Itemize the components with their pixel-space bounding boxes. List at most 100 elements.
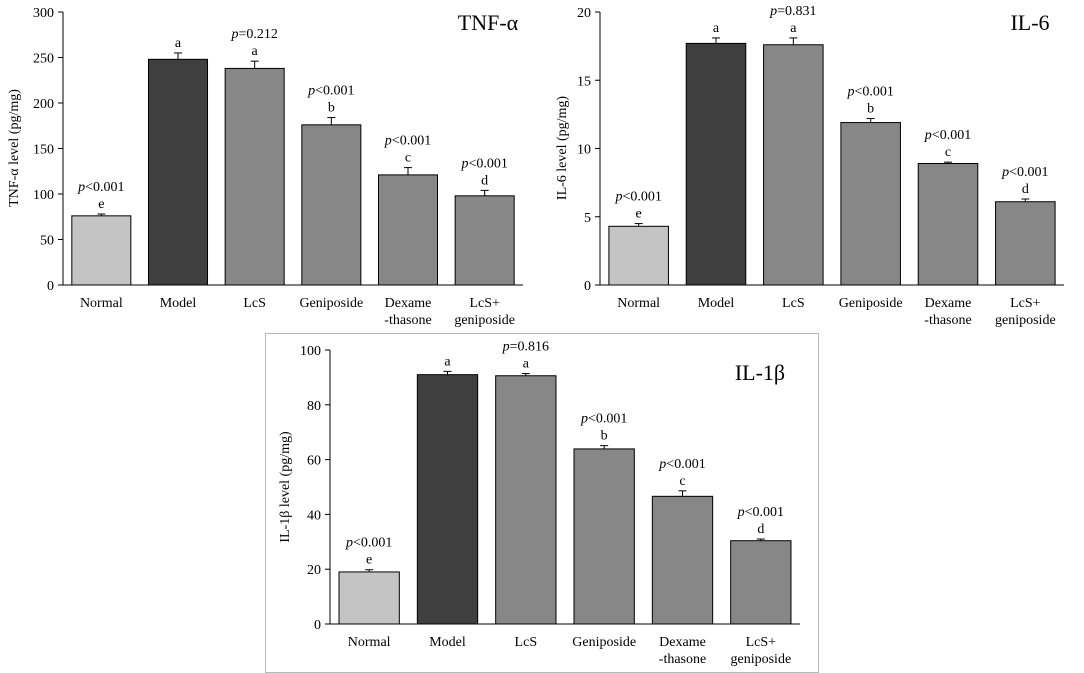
tnf-y-tick-label: 250 (33, 52, 54, 67)
il1b-bar (416, 374, 479, 625)
il1b-y-axis-label: IL-1β level (pg/mg) (278, 431, 293, 543)
il6-y-tick-label: 15 (577, 74, 591, 89)
tnf-p-value: <0.001 (392, 134, 431, 149)
il1b-y-tick-label: 20 (307, 563, 321, 578)
il1b-p-value: <0.001 (666, 457, 705, 472)
tnf-p-value: <0.001 (468, 156, 507, 171)
tnf-significance-letter: a (252, 44, 259, 59)
il6-chart-title: IL-6 (1010, 10, 1049, 35)
il1b-category-label: Geniposide (572, 635, 636, 650)
il1b-significance-letter: d (757, 522, 764, 537)
il1b-p-value: <0.001 (745, 505, 784, 520)
tnf-significance-letter: d (481, 173, 488, 188)
tnf-chart-title: TNF-α (458, 10, 519, 35)
il1b-significance-letter: a (523, 357, 530, 372)
il6-p-value: <0.001 (932, 128, 971, 143)
tnf-category-label: Normal (80, 296, 123, 311)
il6-p-symbol: p (1001, 165, 1009, 180)
il6-bar (608, 225, 669, 286)
il6-category-label: Normal (617, 296, 660, 311)
il6-p-symbol: p (924, 128, 932, 143)
il1b-p-symbol: p (502, 340, 510, 355)
tnf-p-value-label: p<0.001 (307, 84, 354, 99)
tnf-category-label: geniposide (454, 313, 515, 328)
il1b-significance-letter: a (444, 354, 451, 369)
il1b-category-label: Normal (348, 635, 391, 650)
tnf-category-label: LcS (243, 296, 266, 311)
il1b-category-label: -thasone (659, 652, 706, 667)
il1b-category-label: Model (429, 635, 466, 650)
tnf-y-tick-label: 200 (33, 97, 54, 112)
il6-bar (917, 163, 979, 286)
il6-y-tick-label: 10 (577, 143, 591, 158)
il6-p-value: =0.831 (777, 4, 816, 19)
il1b-p-value-label: p<0.001 (345, 536, 392, 551)
il6-significance-letter: a (790, 21, 797, 36)
tnf-y-tick-label: 100 (33, 188, 54, 203)
il6-category-label: Geniposide (839, 296, 903, 311)
il1b-p-symbol: p (580, 412, 588, 427)
il1b-p-value-label: p=0.816 (502, 340, 549, 355)
il1b-category-label: geniposide (731, 652, 792, 667)
tnf-category-label: -thasone (384, 313, 431, 328)
il6-category-label: geniposide (995, 313, 1056, 328)
il6-bar (840, 122, 901, 286)
il1b-category-label: LcS+ (746, 635, 777, 650)
tnf-p-value: <0.001 (85, 180, 124, 195)
il1b-p-symbol: p (658, 457, 666, 472)
tnf-bar (454, 195, 515, 286)
il1b-y-tick-label: 0 (314, 618, 321, 633)
tnf-alpha-chart: 0 50 100 150 200 250 300 TNF-α level (pg/mg) TNF… (7, 6, 523, 328)
il6-p-symbol: p (846, 84, 854, 99)
il6-p-symbol: p (769, 4, 777, 19)
tnf-y-tick-label: 300 (33, 6, 54, 21)
il1b-significance-letter: e (366, 553, 372, 568)
tnf-y-tick-label: 0 (47, 279, 54, 294)
tnf-significance-letter: a (175, 36, 182, 51)
tnf-p-value-label: p=0.212 (230, 27, 277, 42)
tnf-p-symbol: p (460, 156, 468, 171)
tnf-y-axis-label: TNF-α level (pg/mg) (7, 89, 22, 207)
tnf-p-value-label: p<0.001 (77, 180, 124, 195)
il1b-p-value: <0.001 (353, 536, 392, 551)
tnf-bar (224, 67, 285, 286)
tnf-significance-letter: b (328, 101, 335, 116)
il6-p-value-label: p<0.001 (924, 128, 971, 143)
il1b-bar (651, 495, 714, 625)
tnf-y-tick-label: 150 (33, 143, 54, 158)
il1b-y-tick-label: 60 (307, 454, 321, 469)
il6-bar (685, 42, 747, 286)
il1b-y-tick-label: 80 (307, 399, 321, 414)
il1b-significance-letter: c (679, 474, 685, 489)
il6-p-value: <0.001 (622, 190, 661, 205)
tnf-category-label: LcS+ (469, 296, 500, 311)
il6-category-label: LcS+ (1010, 296, 1041, 311)
il6-category-label: Model (698, 296, 735, 311)
tnf-p-value: <0.001 (315, 84, 354, 99)
il1b-p-value-label: p<0.001 (580, 412, 627, 427)
il6-category-label: -thasone (924, 313, 971, 328)
tnf-bar (147, 58, 209, 286)
il6-p-value-label: p<0.001 (1001, 165, 1048, 180)
tnf-bar (71, 215, 132, 286)
il1b-bar (495, 375, 557, 625)
il1b-p-symbol: p (345, 536, 353, 551)
il6-significance-letter: d (1022, 182, 1029, 197)
il6-category-label: Dexame (925, 296, 972, 311)
il1b-p-symbol: p (737, 505, 745, 520)
il6-y-tick-label: 0 (584, 279, 591, 294)
il1b-category-label: LcS (515, 635, 538, 650)
il6-p-value-label: p=0.831 (769, 4, 816, 19)
il6-y-tick-label: 5 (584, 211, 591, 226)
il6-p-value: <0.001 (854, 84, 893, 99)
tnf-p-value: =0.212 (238, 27, 277, 42)
tnf-category-label: Model (160, 296, 197, 311)
tnf-bar (377, 174, 439, 286)
tnf-y-tick-label: 50 (40, 234, 54, 249)
tnf-category-label: Dexame (385, 296, 432, 311)
il1b-significance-letter: b (601, 429, 608, 444)
il1b-chart-title: IL-1β (735, 360, 785, 385)
